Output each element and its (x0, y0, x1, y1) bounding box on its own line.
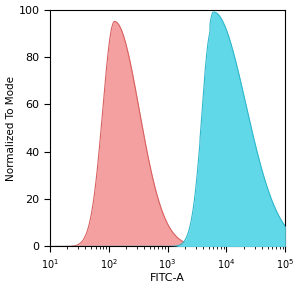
X-axis label: FITC-A: FITC-A (150, 273, 185, 284)
Y-axis label: Normalized To Mode: Normalized To Mode (6, 75, 16, 181)
